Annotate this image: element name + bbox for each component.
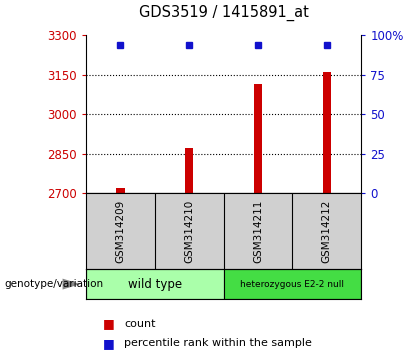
Text: GSM314212: GSM314212: [322, 199, 332, 263]
Text: heterozygous E2-2 null: heterozygous E2-2 null: [240, 280, 344, 289]
Text: GSM314209: GSM314209: [116, 199, 126, 263]
Text: percentile rank within the sample: percentile rank within the sample: [124, 338, 312, 348]
Text: count: count: [124, 319, 155, 329]
Text: GDS3519 / 1415891_at: GDS3519 / 1415891_at: [139, 5, 309, 21]
Bar: [323, 72, 331, 193]
Text: GSM314211: GSM314211: [253, 199, 263, 263]
Text: ■: ■: [103, 337, 115, 350]
Text: genotype/variation: genotype/variation: [4, 279, 103, 289]
Text: GSM314210: GSM314210: [184, 199, 194, 263]
Text: ■: ■: [103, 318, 115, 330]
Polygon shape: [63, 279, 80, 290]
Bar: [116, 188, 125, 193]
Text: wild type: wild type: [128, 278, 182, 291]
Bar: [254, 84, 262, 193]
Bar: [86, 269, 224, 299]
Bar: [224, 269, 361, 299]
Bar: [185, 148, 193, 193]
